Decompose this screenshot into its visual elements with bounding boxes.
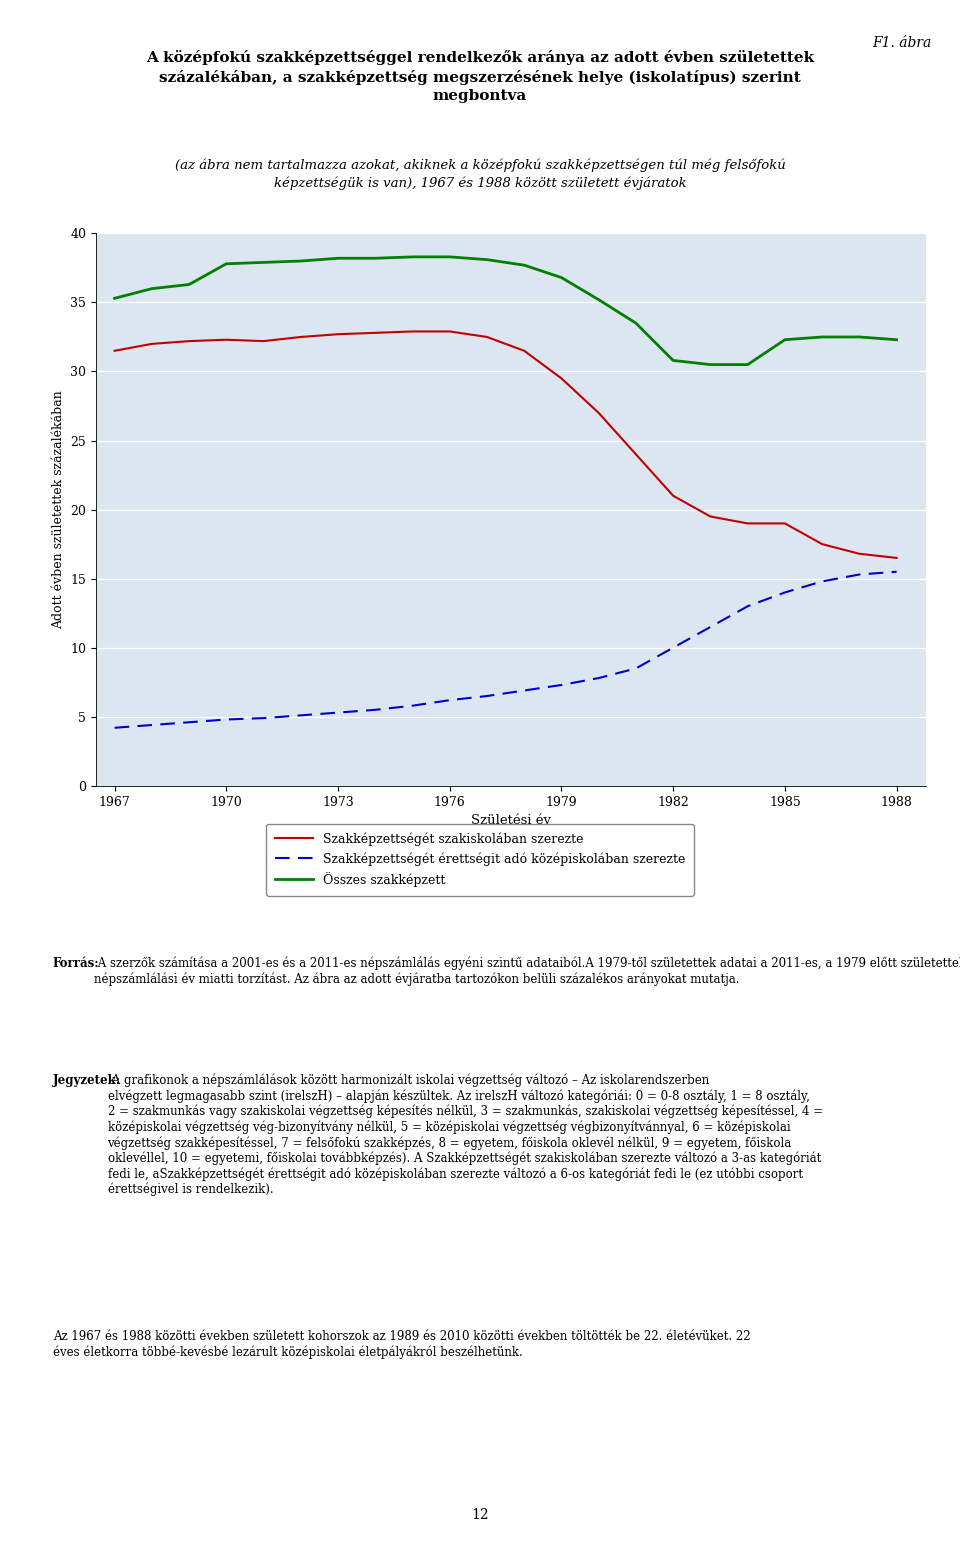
Legend: Szakképzettségét szakiskolában szerezte, Szakképzettségét érettségit adó középis: Szakképzettségét szakiskolában szerezte,… [266,823,694,896]
Text: A grafikonok a népszámlálások között harmonizált iskolai végzettség változó – Az: A grafikonok a népszámlálások között har… [108,1074,823,1197]
Text: A középfokú szakképzettséggel rendelkezők aránya az adott évben születettek
száz: A középfokú szakképzettséggel rendelkező… [146,50,814,103]
Text: Az 1967 és 1988 közötti években született kohorszok az 1989 és 2010 közötti évek: Az 1967 és 1988 közötti években születet… [53,1330,751,1358]
Text: Forrás:: Forrás: [53,957,100,969]
X-axis label: Születési év: Születési év [471,814,551,828]
Text: Jegyzetek:: Jegyzetek: [53,1074,121,1086]
Text: (az ábra nem tartalmazza azokat, akiknek a középfokú szakképzettségen túl még fe: (az ábra nem tartalmazza azokat, akiknek… [175,159,785,190]
Text: 12: 12 [471,1508,489,1522]
Y-axis label: Adott évben születettek százalékában: Adott évben születettek százalékában [52,391,64,629]
Text: F1. ábra: F1. ábra [872,36,931,50]
Text: A szerzők számítása a 2001-es és a 2011-es népszámlálás egyéni szintű adataiból.: A szerzők számítása a 2001-es és a 2011-… [94,957,960,987]
